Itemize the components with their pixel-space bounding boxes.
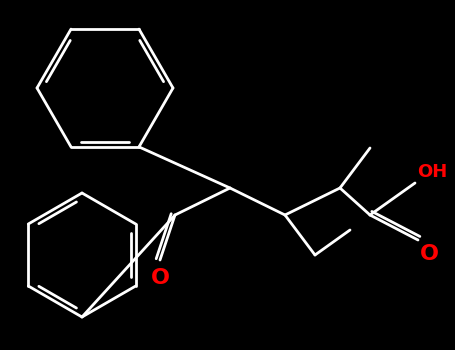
Text: O: O [151, 268, 170, 288]
Text: O: O [420, 244, 439, 264]
Text: OH: OH [417, 163, 447, 181]
